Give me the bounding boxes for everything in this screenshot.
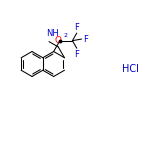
Text: NH: NH bbox=[46, 29, 59, 38]
Text: O: O bbox=[55, 36, 62, 45]
Text: 2: 2 bbox=[63, 33, 67, 38]
Text: F: F bbox=[74, 50, 79, 59]
Text: F: F bbox=[83, 35, 88, 43]
Text: F: F bbox=[74, 23, 79, 32]
Text: HCl: HCl bbox=[122, 64, 139, 74]
